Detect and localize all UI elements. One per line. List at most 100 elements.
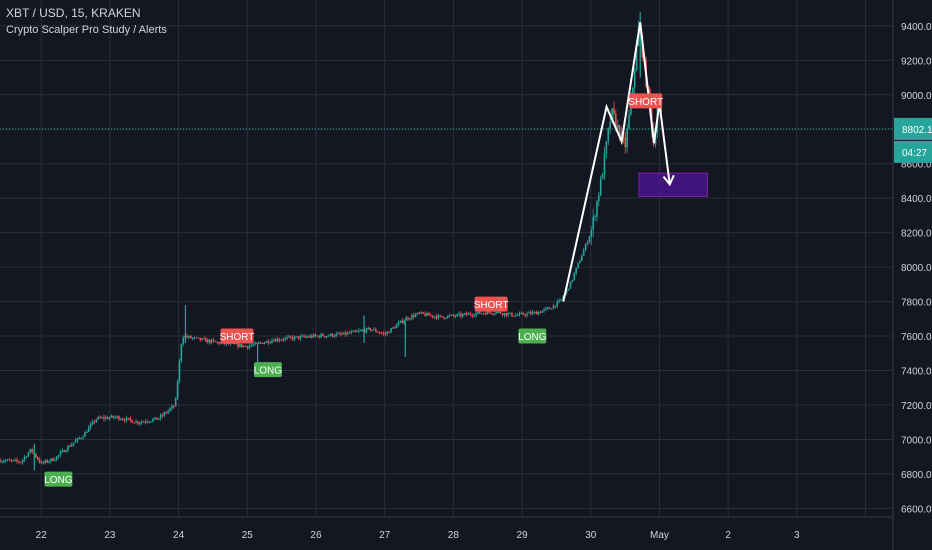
candle-body xyxy=(310,335,313,338)
candle-body xyxy=(161,415,164,417)
candle-body xyxy=(201,338,203,341)
candle-body xyxy=(479,311,481,314)
y-tick-label: 8200.0 xyxy=(901,229,932,240)
candle-body xyxy=(44,460,47,463)
x-tick-label: 23 xyxy=(104,530,116,541)
y-tick-label: 7000.0 xyxy=(901,435,932,446)
candle-body xyxy=(78,438,81,440)
candle-body xyxy=(377,331,379,333)
candle-body xyxy=(182,337,185,345)
candle-body xyxy=(6,459,9,461)
candle-body xyxy=(314,334,317,336)
candle-body xyxy=(435,316,438,319)
indicator-name[interactable]: Crypto Scalper Pro Study / Alerts xyxy=(6,24,167,36)
x-tick-label: 3 xyxy=(794,530,800,541)
candle-body xyxy=(445,318,447,320)
candle-body xyxy=(273,340,275,342)
symbol-title[interactable]: XBT / USD, 15, KRAKEN xyxy=(6,6,141,20)
candle-body xyxy=(433,316,436,318)
candle-body xyxy=(48,461,50,463)
candle-body xyxy=(431,315,434,318)
candle-body xyxy=(454,315,457,317)
y-tick-label: 8600.0 xyxy=(901,160,932,171)
candle-body xyxy=(492,313,494,315)
candle-body xyxy=(74,440,77,443)
short-signal-label: SHORT xyxy=(220,328,255,344)
candle-body xyxy=(403,320,406,323)
candle-body xyxy=(171,406,173,409)
candle-body xyxy=(271,340,273,343)
candle-body xyxy=(53,460,56,462)
x-tick-label: 24 xyxy=(173,530,185,541)
candle-body xyxy=(110,415,113,418)
candle-body xyxy=(380,332,383,334)
candle-body xyxy=(112,415,115,418)
candle-body xyxy=(494,313,496,315)
candle-body xyxy=(18,461,20,463)
candle-body xyxy=(280,339,283,341)
candle-body xyxy=(172,406,175,408)
candle-body xyxy=(335,333,338,337)
candle-body xyxy=(375,329,377,332)
candle-body xyxy=(632,87,634,98)
candle-body xyxy=(541,310,543,313)
candle-body xyxy=(157,418,160,420)
long-signal-label: LONG xyxy=(254,362,282,378)
candle-body xyxy=(471,314,474,316)
candle-body xyxy=(242,345,245,347)
candle-body xyxy=(95,419,98,422)
candle-body xyxy=(72,442,75,445)
candle-body xyxy=(246,346,249,349)
y-tick-label: 7600.0 xyxy=(901,332,932,343)
candle-body xyxy=(150,421,152,423)
candle-body xyxy=(235,343,237,345)
candle-body xyxy=(537,311,540,315)
candle-body xyxy=(605,141,608,153)
target-zone xyxy=(638,172,709,197)
last-price-label-text: 8802.1 xyxy=(902,125,932,136)
candle-body xyxy=(252,344,254,346)
candle-body xyxy=(558,300,560,302)
candle-body xyxy=(575,267,577,274)
candle-body xyxy=(601,174,604,179)
candle-body xyxy=(12,460,15,462)
candle-body xyxy=(191,337,194,339)
candle-body xyxy=(237,343,239,347)
candle-body xyxy=(284,337,287,340)
candle-body xyxy=(633,70,636,88)
candle-body xyxy=(418,312,421,314)
candle-body xyxy=(628,114,630,129)
candle-body xyxy=(120,419,122,421)
y-tick-label: 7200.0 xyxy=(901,401,932,412)
candle-body xyxy=(248,345,251,349)
candle-body xyxy=(409,318,411,320)
x-tick-label: May xyxy=(650,530,669,541)
candle-body xyxy=(93,421,96,423)
candle-body xyxy=(137,421,139,424)
candle-body xyxy=(257,342,260,344)
candle-body xyxy=(104,417,107,419)
candle-body xyxy=(371,329,373,331)
candle-body xyxy=(446,315,449,319)
signal-label-text: SHORT xyxy=(220,332,255,343)
candle-body xyxy=(59,452,62,455)
candle-body xyxy=(443,317,445,319)
candle-body xyxy=(490,312,492,314)
candle-body xyxy=(309,335,311,338)
candle-body xyxy=(586,242,589,245)
candle-body xyxy=(89,424,92,428)
candle-body xyxy=(524,314,526,316)
candle-body xyxy=(412,315,415,317)
candle-body xyxy=(240,344,243,347)
candle-body xyxy=(133,422,135,424)
candle-body xyxy=(516,315,519,317)
candle-body xyxy=(503,312,506,316)
candle-body xyxy=(480,313,483,315)
candle-body xyxy=(416,312,419,315)
candle-body xyxy=(552,305,555,309)
candle-body xyxy=(407,317,409,320)
candle-body xyxy=(140,421,143,423)
candle-body xyxy=(97,417,100,420)
